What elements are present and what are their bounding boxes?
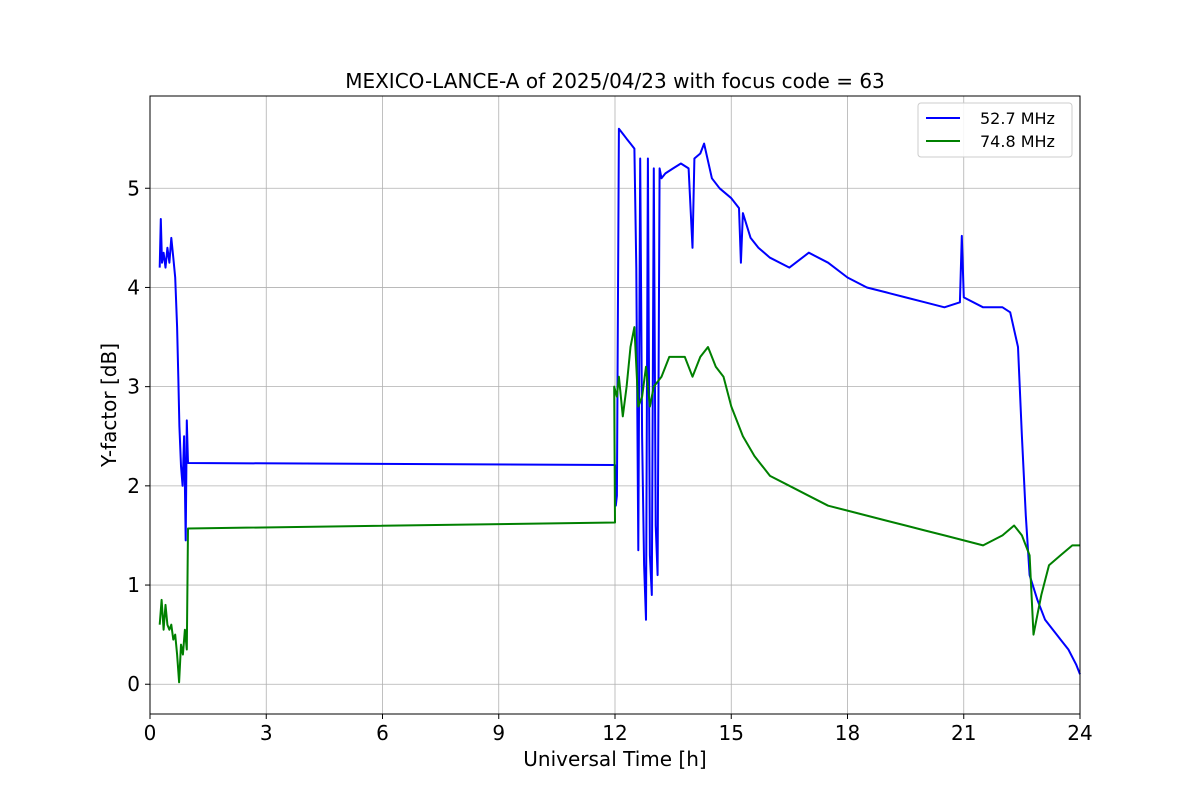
y-axis-label: Y-factor [dB] <box>97 343 121 468</box>
legend-label-series-2: 74.8 MHz <box>980 132 1055 151</box>
x-tick-label: 3 <box>260 721 273 745</box>
y-tick-label: 4 <box>127 275 140 299</box>
series-line-1 <box>158 127 1081 675</box>
series-layer <box>158 127 1081 684</box>
x-tick-label: 9 <box>492 721 505 745</box>
y-tick-label: 3 <box>127 375 140 399</box>
y-tick-label: 0 <box>127 672 140 696</box>
x-tick-label: 21 <box>951 721 976 745</box>
legend-box <box>917 102 1073 158</box>
x-tick-label: 6 <box>376 721 389 745</box>
y-tick-label: 5 <box>127 176 140 200</box>
legend-label-series-1: 52.7 MHz <box>980 109 1055 128</box>
x-tick-label: 15 <box>719 721 744 745</box>
series-line-2 <box>158 326 1080 684</box>
x-tick-label: 24 <box>1067 721 1092 745</box>
x-tick-label: 18 <box>835 721 860 745</box>
x-tick-label: 0 <box>144 721 157 745</box>
y-tick-label: 1 <box>127 573 140 597</box>
x-tick-label: 12 <box>602 721 627 745</box>
legend: 52.7 MHz 74.8 MHz <box>917 102 1073 158</box>
chart-title: MEXICO-LANCE-A of 2025/04/23 with focus … <box>345 69 885 93</box>
y-tick-label: 2 <box>127 474 140 498</box>
x-axis-label: Universal Time [h] <box>523 747 706 771</box>
